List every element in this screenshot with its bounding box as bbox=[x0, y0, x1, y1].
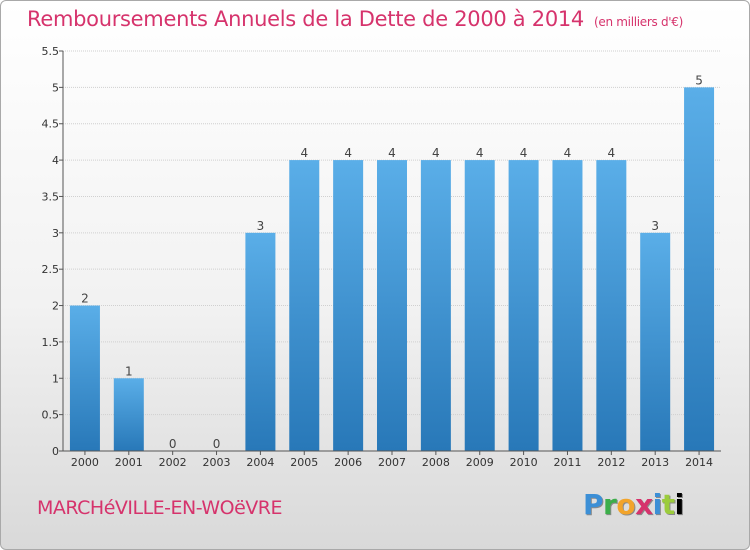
chart-unit: (en milliers d'€) bbox=[594, 15, 684, 29]
x-tick-label: 2000 bbox=[71, 456, 99, 469]
bar bbox=[464, 160, 495, 451]
data-label: 4 bbox=[300, 146, 308, 160]
y-tick-label: 5.5 bbox=[42, 45, 60, 58]
bar bbox=[684, 87, 715, 451]
data-label: 0 bbox=[169, 437, 177, 451]
data-label: 4 bbox=[476, 146, 484, 160]
data-label: 1 bbox=[125, 364, 133, 378]
y-tick-label: 2 bbox=[52, 300, 59, 313]
x-tick-label: 2011 bbox=[553, 456, 581, 469]
x-tick-label: 2013 bbox=[641, 456, 669, 469]
bar bbox=[640, 232, 671, 451]
y-tick-label: 1 bbox=[52, 372, 59, 385]
y-tick-label: 0 bbox=[52, 445, 59, 458]
x-tick-label: 2004 bbox=[246, 456, 274, 469]
y-tick-label: 4 bbox=[52, 154, 59, 167]
chart-title-text: Remboursements Annuels de la Dette de 20… bbox=[27, 7, 584, 31]
data-label: 2 bbox=[81, 292, 89, 306]
y-tick-label: 0.5 bbox=[42, 409, 60, 422]
bars bbox=[69, 87, 715, 451]
data-label: 3 bbox=[651, 219, 659, 233]
x-tick-label: 2012 bbox=[597, 456, 625, 469]
x-tick-label: 2001 bbox=[115, 456, 143, 469]
data-label: 3 bbox=[257, 219, 265, 233]
data-label: 4 bbox=[520, 146, 528, 160]
y-tick-label: 2.5 bbox=[42, 263, 60, 276]
bar bbox=[596, 160, 627, 451]
city-name: MARCHéVILLE-EN-WOëVRE bbox=[37, 497, 282, 519]
x-tick-label: 2006 bbox=[334, 456, 362, 469]
bar bbox=[289, 160, 320, 451]
y-tick-labels: 0 0.5 1 1.5 2 2.5 3 3.5 4 4.5 5 5.5 bbox=[42, 45, 63, 458]
x-tick-label: 2003 bbox=[203, 456, 231, 469]
bar bbox=[245, 232, 276, 451]
bar bbox=[333, 160, 364, 451]
data-label: 4 bbox=[432, 146, 440, 160]
chart-title: Remboursements Annuels de la Dette de 20… bbox=[27, 7, 683, 31]
x-tick-label: 2008 bbox=[422, 456, 450, 469]
y-tick-label: 5 bbox=[52, 81, 59, 94]
data-label: 5 bbox=[695, 73, 703, 87]
x-tick-label: 2007 bbox=[378, 456, 406, 469]
y-tick-label: 3.5 bbox=[42, 190, 60, 203]
data-label: 4 bbox=[388, 146, 396, 160]
y-tick-label: 3 bbox=[52, 227, 59, 240]
bar bbox=[420, 160, 451, 451]
data-label: 4 bbox=[344, 146, 352, 160]
bar bbox=[508, 160, 539, 451]
x-tick-label: 2010 bbox=[510, 456, 538, 469]
data-label: 4 bbox=[608, 146, 616, 160]
x-tick-label: 2005 bbox=[290, 456, 318, 469]
data-label: 0 bbox=[213, 437, 221, 451]
bar bbox=[69, 305, 100, 451]
bar bbox=[552, 160, 583, 451]
data-label: 4 bbox=[564, 146, 572, 160]
x-tick-labels: 2000 2001 2002 2003 2004 2005 2006 2007 2008 2009… bbox=[71, 451, 713, 469]
x-tick-label: 2002 bbox=[159, 456, 187, 469]
x-tick-label: 2014 bbox=[685, 456, 713, 469]
x-tick-label: 2009 bbox=[466, 456, 494, 469]
bar bbox=[377, 160, 407, 451]
proxiti-logo: Proxiti bbox=[583, 488, 684, 521]
y-tick-label: 4.5 bbox=[42, 118, 60, 131]
data-labels: 2 1 0 0 3 4 4 4 4 4 4 4 4 3 5 bbox=[81, 73, 703, 451]
y-tick-label: 1.5 bbox=[42, 336, 60, 349]
bar bbox=[113, 378, 144, 451]
